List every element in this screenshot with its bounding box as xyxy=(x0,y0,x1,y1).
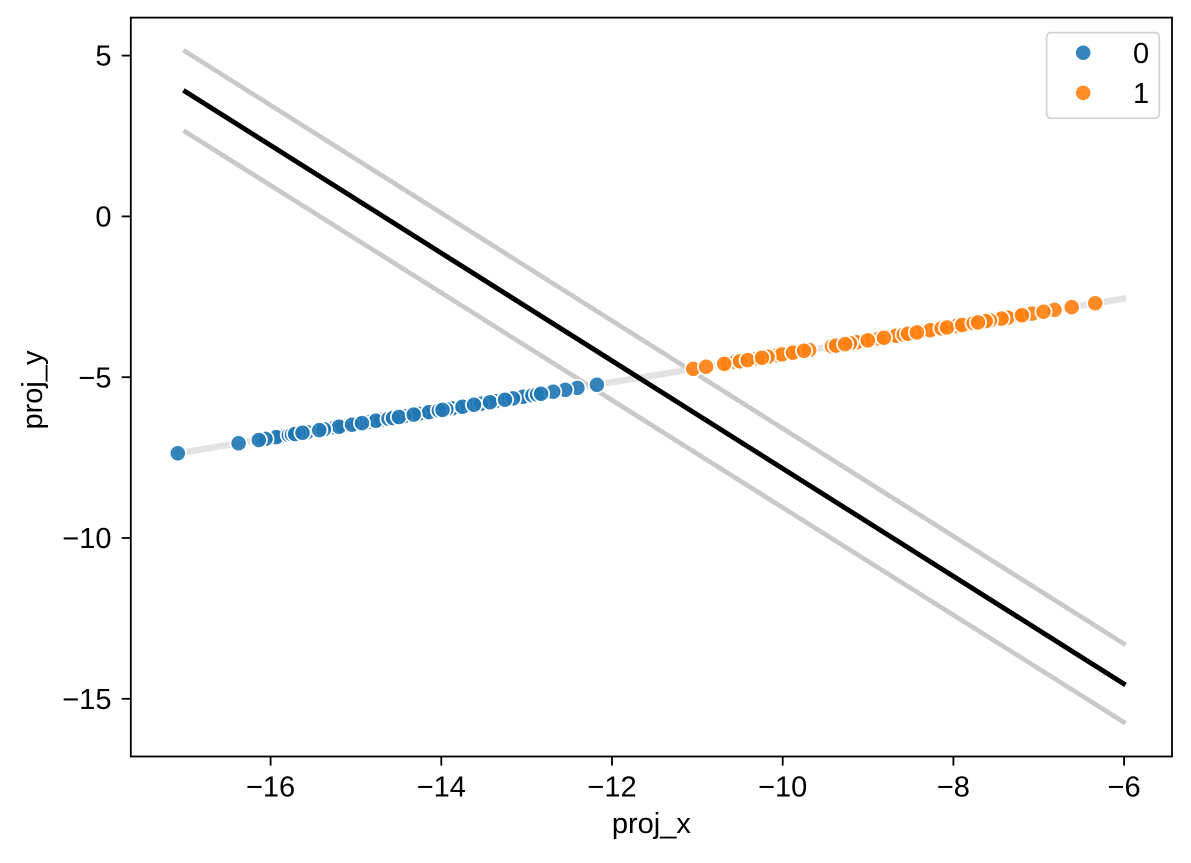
svg-text:proj_x: proj_x xyxy=(612,808,691,840)
svg-text:−12: −12 xyxy=(587,772,636,804)
svg-text:−10: −10 xyxy=(758,772,807,804)
svg-text:5: 5 xyxy=(95,41,111,73)
svg-text:0: 0 xyxy=(95,202,111,234)
svg-text:1: 1 xyxy=(1133,78,1149,110)
svg-text:−10: −10 xyxy=(62,523,111,555)
svg-text:−6: −6 xyxy=(1108,772,1141,804)
svg-text:0: 0 xyxy=(1133,38,1149,70)
svg-text:−8: −8 xyxy=(937,772,970,804)
svg-text:proj_y: proj_y xyxy=(17,350,49,429)
svg-text:−5: −5 xyxy=(78,362,111,394)
svg-text:−14: −14 xyxy=(417,772,466,804)
svg-text:−15: −15 xyxy=(62,684,111,716)
svg-text:−16: −16 xyxy=(246,772,295,804)
